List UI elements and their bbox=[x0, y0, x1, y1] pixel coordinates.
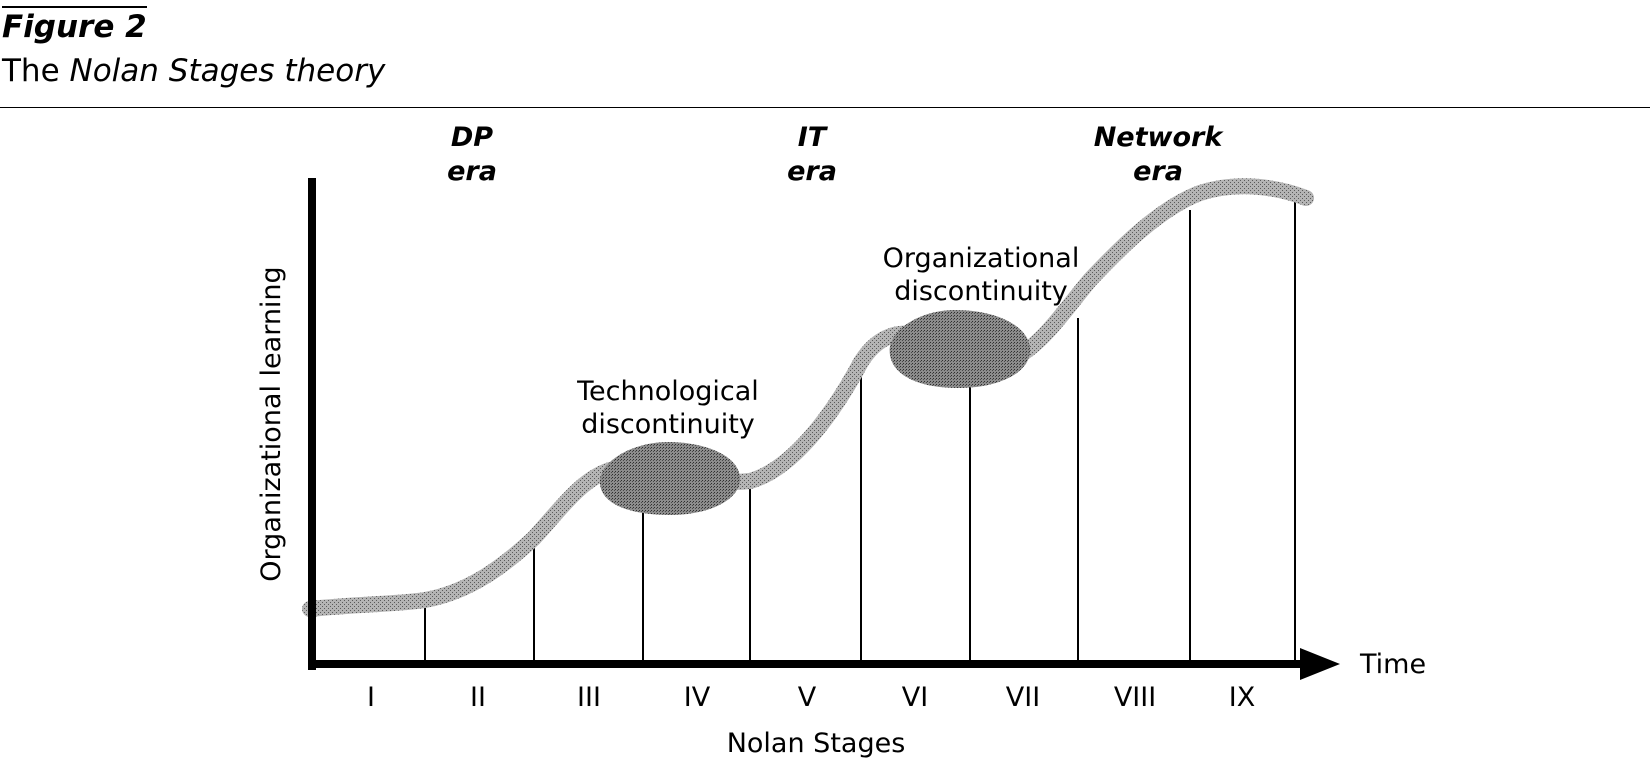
era-dp-name: DP bbox=[451, 122, 493, 153]
technological-discontinuity-blob bbox=[599, 442, 741, 515]
caption-divider bbox=[0, 107, 1650, 108]
caption-prefix: The bbox=[2, 53, 70, 89]
x-axis-line bbox=[308, 660, 1308, 668]
learning-curve bbox=[302, 178, 1314, 617]
x-axis-arrowhead bbox=[1300, 648, 1340, 680]
organizational-discontinuity-blob bbox=[889, 310, 1031, 388]
stage-label: II bbox=[470, 682, 486, 713]
stage-label: I bbox=[367, 682, 375, 713]
y-axis-label: Organizational learning bbox=[256, 266, 287, 581]
era-network-suffix: era bbox=[1133, 156, 1183, 187]
y-axis-line bbox=[308, 178, 316, 670]
stage-labels: I II III IV V VI VII VIII IX bbox=[367, 682, 1255, 713]
technological-annotation-line2: discontinuity bbox=[581, 409, 755, 440]
era-network-name: Network bbox=[1094, 122, 1225, 153]
stage-dividers bbox=[424, 200, 1296, 664]
figure-label: Figure 2 bbox=[2, 6, 147, 43]
stage-label: V bbox=[798, 682, 817, 713]
era-dp-suffix: era bbox=[447, 156, 497, 187]
organizational-annotation-line2: discontinuity bbox=[894, 276, 1068, 307]
caption-italic: Nolan Stages theory bbox=[69, 53, 386, 89]
stage-label: IV bbox=[684, 682, 711, 713]
axes bbox=[308, 178, 1340, 680]
stage-label: VI bbox=[902, 682, 928, 713]
stage-label: VIII bbox=[1114, 682, 1156, 713]
era-it-name: IT bbox=[798, 122, 829, 153]
technological-annotation-line1: Technological bbox=[576, 376, 759, 407]
era-it-suffix: era bbox=[787, 156, 837, 187]
x-axis-title: Nolan Stages bbox=[727, 728, 906, 759]
x-axis-arrow-label: Time bbox=[1359, 649, 1426, 680]
figure-caption: The Nolan Stages theory bbox=[2, 56, 385, 87]
stage-label: IX bbox=[1229, 682, 1255, 713]
stage-label: III bbox=[577, 682, 601, 713]
organizational-annotation-line1: Organizational bbox=[883, 243, 1080, 274]
stage-label: VII bbox=[1006, 682, 1040, 713]
